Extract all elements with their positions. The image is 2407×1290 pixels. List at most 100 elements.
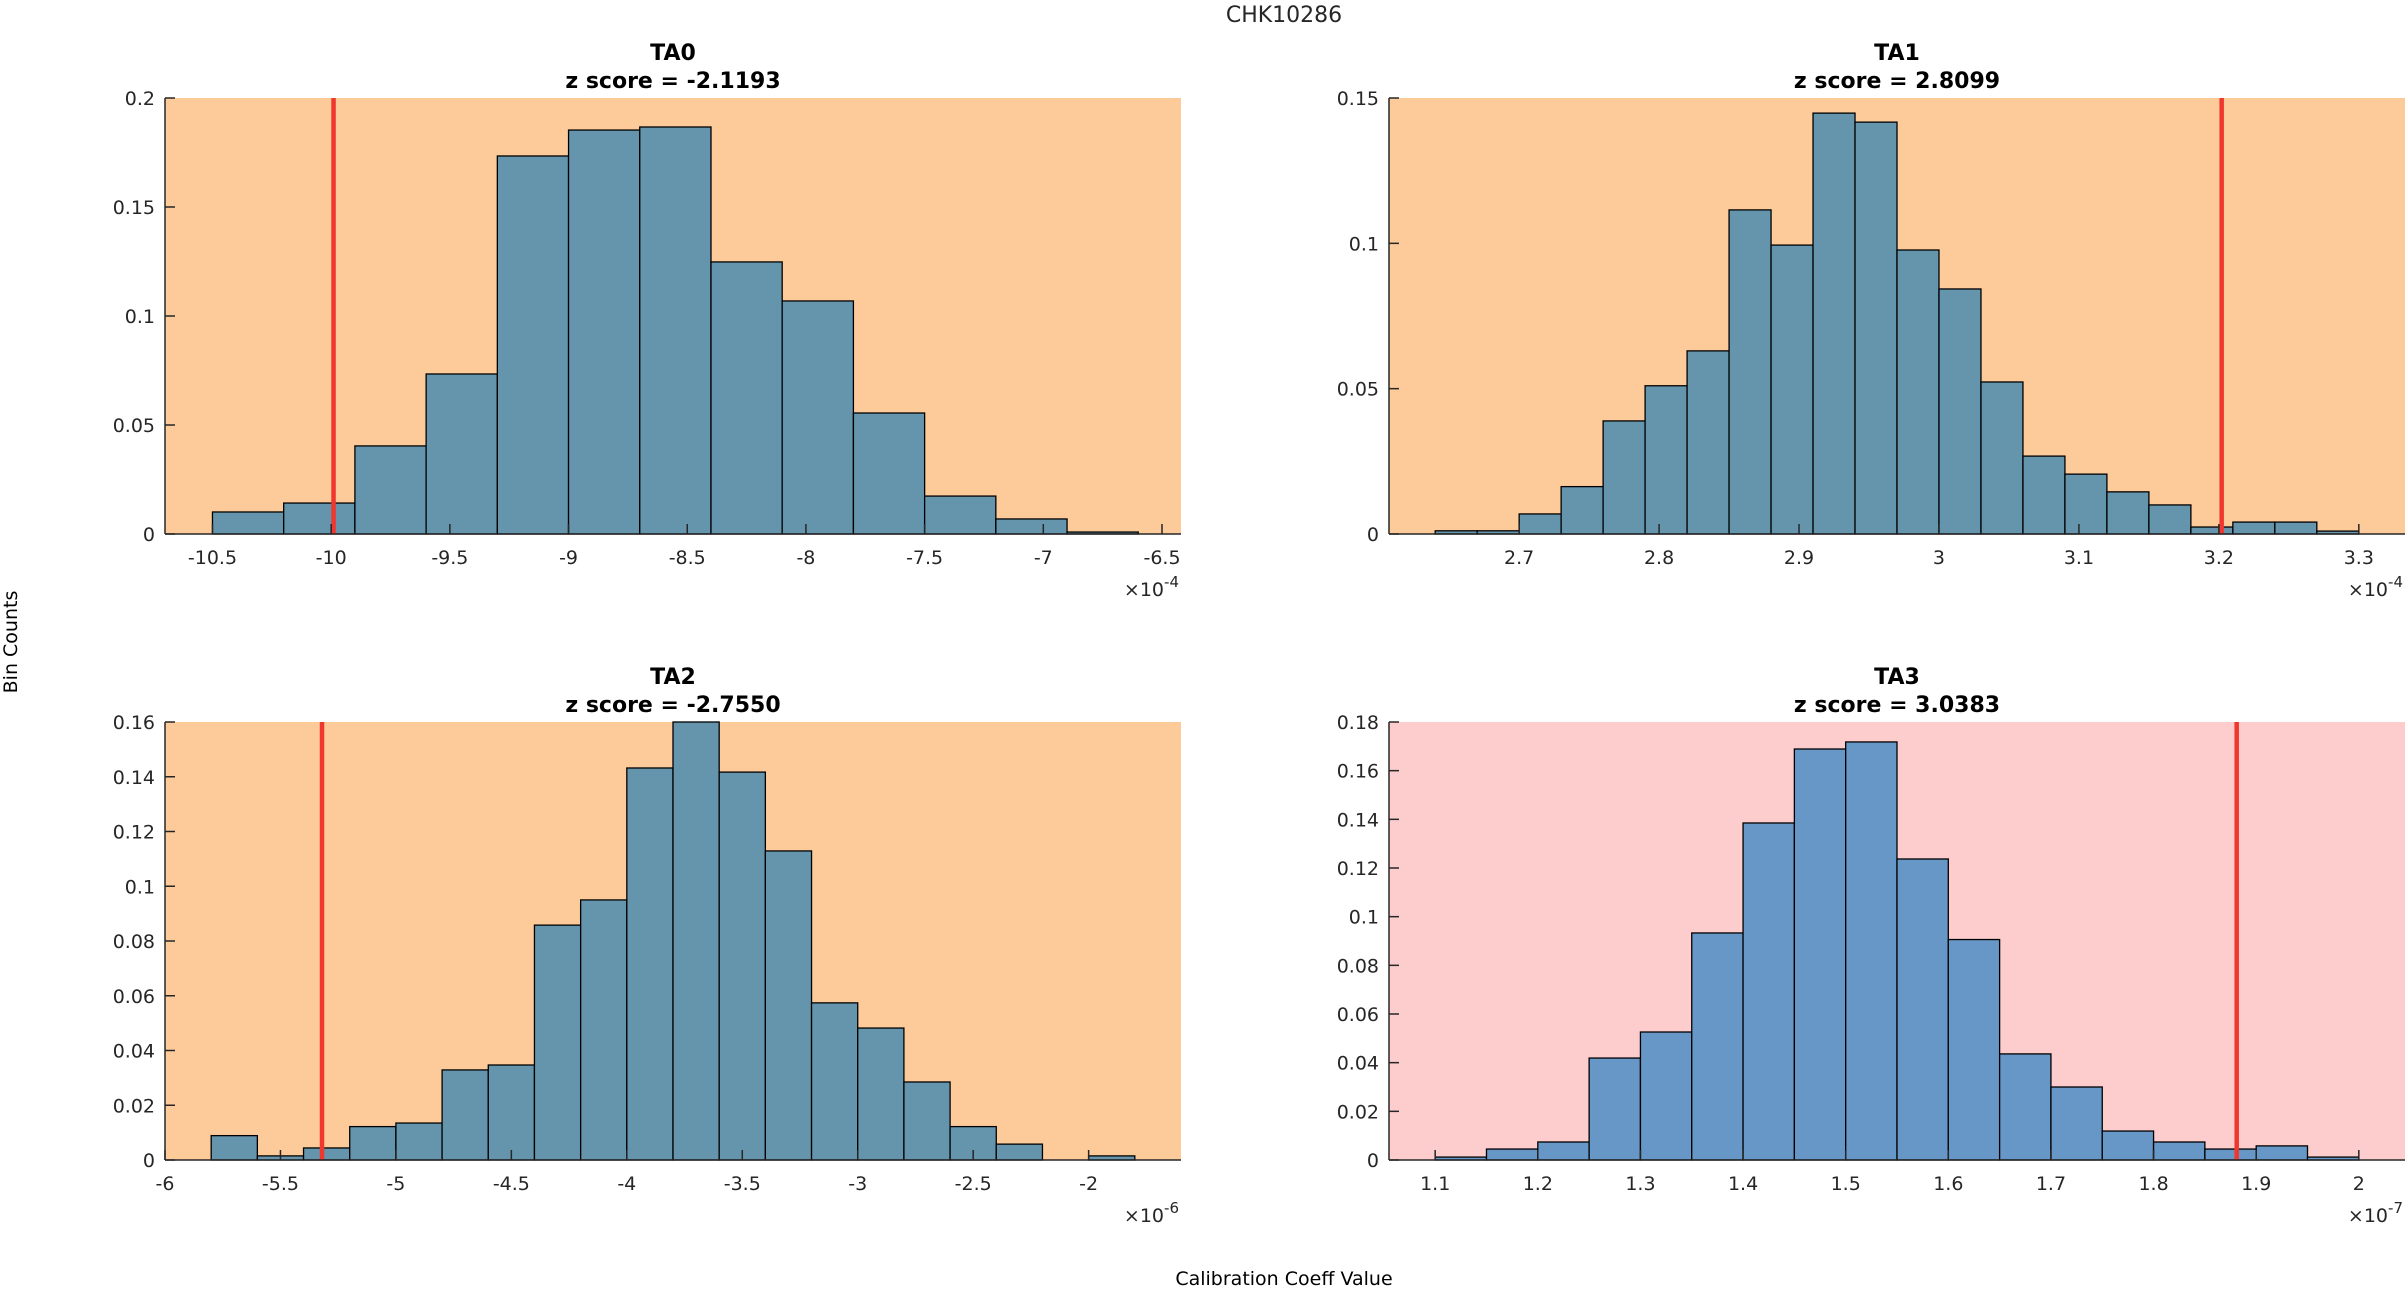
histogram-bar bbox=[579, 899, 628, 1161]
x-tick-label: -9 bbox=[559, 547, 578, 569]
x-exponent-power: -6 bbox=[1164, 1199, 1179, 1217]
y-tick-label: 0.16 bbox=[113, 712, 155, 734]
histogram-bar bbox=[425, 373, 498, 535]
histogram-bar bbox=[1896, 249, 1940, 535]
histogram-bar bbox=[2255, 1145, 2309, 1161]
x-tick-label: 1.2 bbox=[1523, 1173, 1553, 1195]
x-tick-label: 2.9 bbox=[1784, 547, 1814, 569]
subplot-title: TA1 bbox=[1874, 41, 1920, 66]
x-exponent-base: ×10 bbox=[1124, 579, 1164, 601]
histogram-bar bbox=[2106, 491, 2150, 535]
y-tick-label: 0.16 bbox=[1337, 761, 1379, 783]
x-tick-label: 1.6 bbox=[1933, 1173, 1963, 1195]
histogram-bar bbox=[2204, 1148, 2257, 1161]
y-tick-label: 0.04 bbox=[1337, 1053, 1379, 1075]
subplot-zscore: z score = -2.7550 bbox=[565, 693, 780, 718]
histogram-bar bbox=[1485, 1148, 1539, 1161]
histogram-bar bbox=[567, 129, 641, 535]
y-tick-label: 0.1 bbox=[1349, 907, 1379, 929]
histogram-bar bbox=[1518, 513, 1562, 535]
histogram-bar bbox=[210, 1134, 259, 1161]
x-tick-label: 1.9 bbox=[2241, 1173, 2271, 1195]
histogram-bar bbox=[1793, 748, 1847, 1161]
y-tick-label: 0 bbox=[1367, 524, 1379, 546]
y-tick-label: 0.05 bbox=[1337, 379, 1379, 401]
y-tick-label: 0.14 bbox=[1337, 809, 1379, 831]
histogram-bar bbox=[1770, 244, 1814, 535]
histogram-bar bbox=[639, 126, 712, 535]
histogram-bar bbox=[718, 771, 767, 1161]
y-tick-label: 0.1 bbox=[125, 306, 155, 328]
histogram-bar bbox=[1742, 822, 1796, 1161]
histogram-bar bbox=[2232, 521, 2276, 535]
x-tick-label: 2.8 bbox=[1644, 547, 1674, 569]
histogram-bar bbox=[2050, 1086, 2103, 1161]
x-tick-label: -2 bbox=[1079, 1173, 1098, 1195]
x-tick-label: -6 bbox=[156, 1173, 175, 1195]
histogram-bar bbox=[995, 518, 1068, 535]
x-tick-label: 2.7 bbox=[1504, 547, 1534, 569]
histogram-bar bbox=[852, 412, 926, 535]
subplot-ta1: TA1 z score = 2.8099 0 0.05 0.1 0.15 2.7 2.8 2… bbox=[1337, 41, 2405, 601]
histogram-bar bbox=[2190, 526, 2234, 535]
x-tick-label: -7.5 bbox=[906, 547, 943, 569]
histogram-bar bbox=[1938, 288, 1982, 535]
histogram-bar bbox=[810, 1002, 859, 1161]
x-exponent-label: ×10-7 bbox=[2348, 1199, 2403, 1227]
histogram-bar bbox=[2152, 1141, 2206, 1161]
histogram-bar bbox=[1602, 420, 1646, 535]
histogram-bar bbox=[1537, 1141, 1590, 1161]
x-tick-label: 3.1 bbox=[2064, 547, 2094, 569]
histogram-bar bbox=[302, 1147, 351, 1161]
x-tick-label: -4 bbox=[617, 1173, 636, 1195]
x-tick-label: 1.8 bbox=[2138, 1173, 2168, 1195]
y-tick-label: 0 bbox=[1367, 1150, 1379, 1172]
histogram-bar bbox=[1896, 858, 1949, 1161]
y-tick-label: 0.02 bbox=[1337, 1101, 1379, 1123]
histogram-bar bbox=[1998, 1053, 2052, 1161]
subplot-title: TA0 bbox=[650, 41, 696, 66]
x-tick-label: -3 bbox=[848, 1173, 867, 1195]
x-tick-label: -10 bbox=[316, 547, 347, 569]
x-tick-label: -10.5 bbox=[188, 547, 237, 569]
x-tick-label: -6.5 bbox=[1143, 547, 1180, 569]
x-tick-label: 1.4 bbox=[1728, 1173, 1758, 1195]
histogram-bar bbox=[395, 1122, 443, 1161]
histogram-bar bbox=[354, 445, 427, 535]
x-exponent-label: ×10-6 bbox=[1124, 1199, 1179, 1227]
y-tick-label: 0.18 bbox=[1337, 712, 1379, 734]
histogram-bar bbox=[1854, 121, 1898, 535]
histogram-bar bbox=[1560, 485, 1604, 535]
subplot-ta2: TA2 z score = -2.7550 0 0.02 0.04 0.06 0.08 0… bbox=[113, 665, 1181, 1227]
x-exponent-power: -4 bbox=[2388, 573, 2403, 591]
x-tick-label: 1.3 bbox=[1625, 1173, 1655, 1195]
histogram-bar bbox=[441, 1069, 489, 1161]
plot-area bbox=[1388, 721, 2405, 1161]
histogram-bar bbox=[1644, 385, 1688, 535]
histogram-bar bbox=[764, 850, 813, 1161]
subplot-ta3: TA3 z score = 3.0383 0 0.02 0.04 0.06 0.08 0.… bbox=[1337, 665, 2405, 1227]
y-tick-label: 0.12 bbox=[1337, 858, 1379, 880]
subplot-zscore: z score = 2.8099 bbox=[1794, 69, 2000, 94]
y-tick-label: 0.08 bbox=[1337, 955, 1379, 977]
x-tick-label: 1.1 bbox=[1420, 1173, 1450, 1195]
x-tick-label: 3.3 bbox=[2344, 547, 2374, 569]
x-tick-label: -5.5 bbox=[262, 1173, 299, 1195]
histogram-bar bbox=[672, 721, 720, 1161]
histogram-bar bbox=[1845, 741, 1898, 1161]
histogram-bar bbox=[1947, 938, 2001, 1161]
x-tick-label: -3.5 bbox=[724, 1173, 761, 1195]
x-tick-label: -5 bbox=[386, 1173, 405, 1195]
x-tick-label: 1.5 bbox=[1831, 1173, 1861, 1195]
y-tick-label: 0.1 bbox=[1349, 233, 1379, 255]
x-tick-label: -8.5 bbox=[669, 547, 706, 569]
histogram-bar bbox=[211, 511, 285, 535]
histogram-bar bbox=[2064, 473, 2108, 535]
histogram-bar bbox=[1686, 350, 1730, 535]
x-exponent-power: -7 bbox=[2388, 1199, 2403, 1217]
histogram-bar bbox=[349, 1125, 397, 1161]
x-tick-label: -8 bbox=[796, 547, 815, 569]
x-exponent-power: -4 bbox=[1164, 573, 1179, 591]
x-tick-label: -2.5 bbox=[955, 1173, 992, 1195]
